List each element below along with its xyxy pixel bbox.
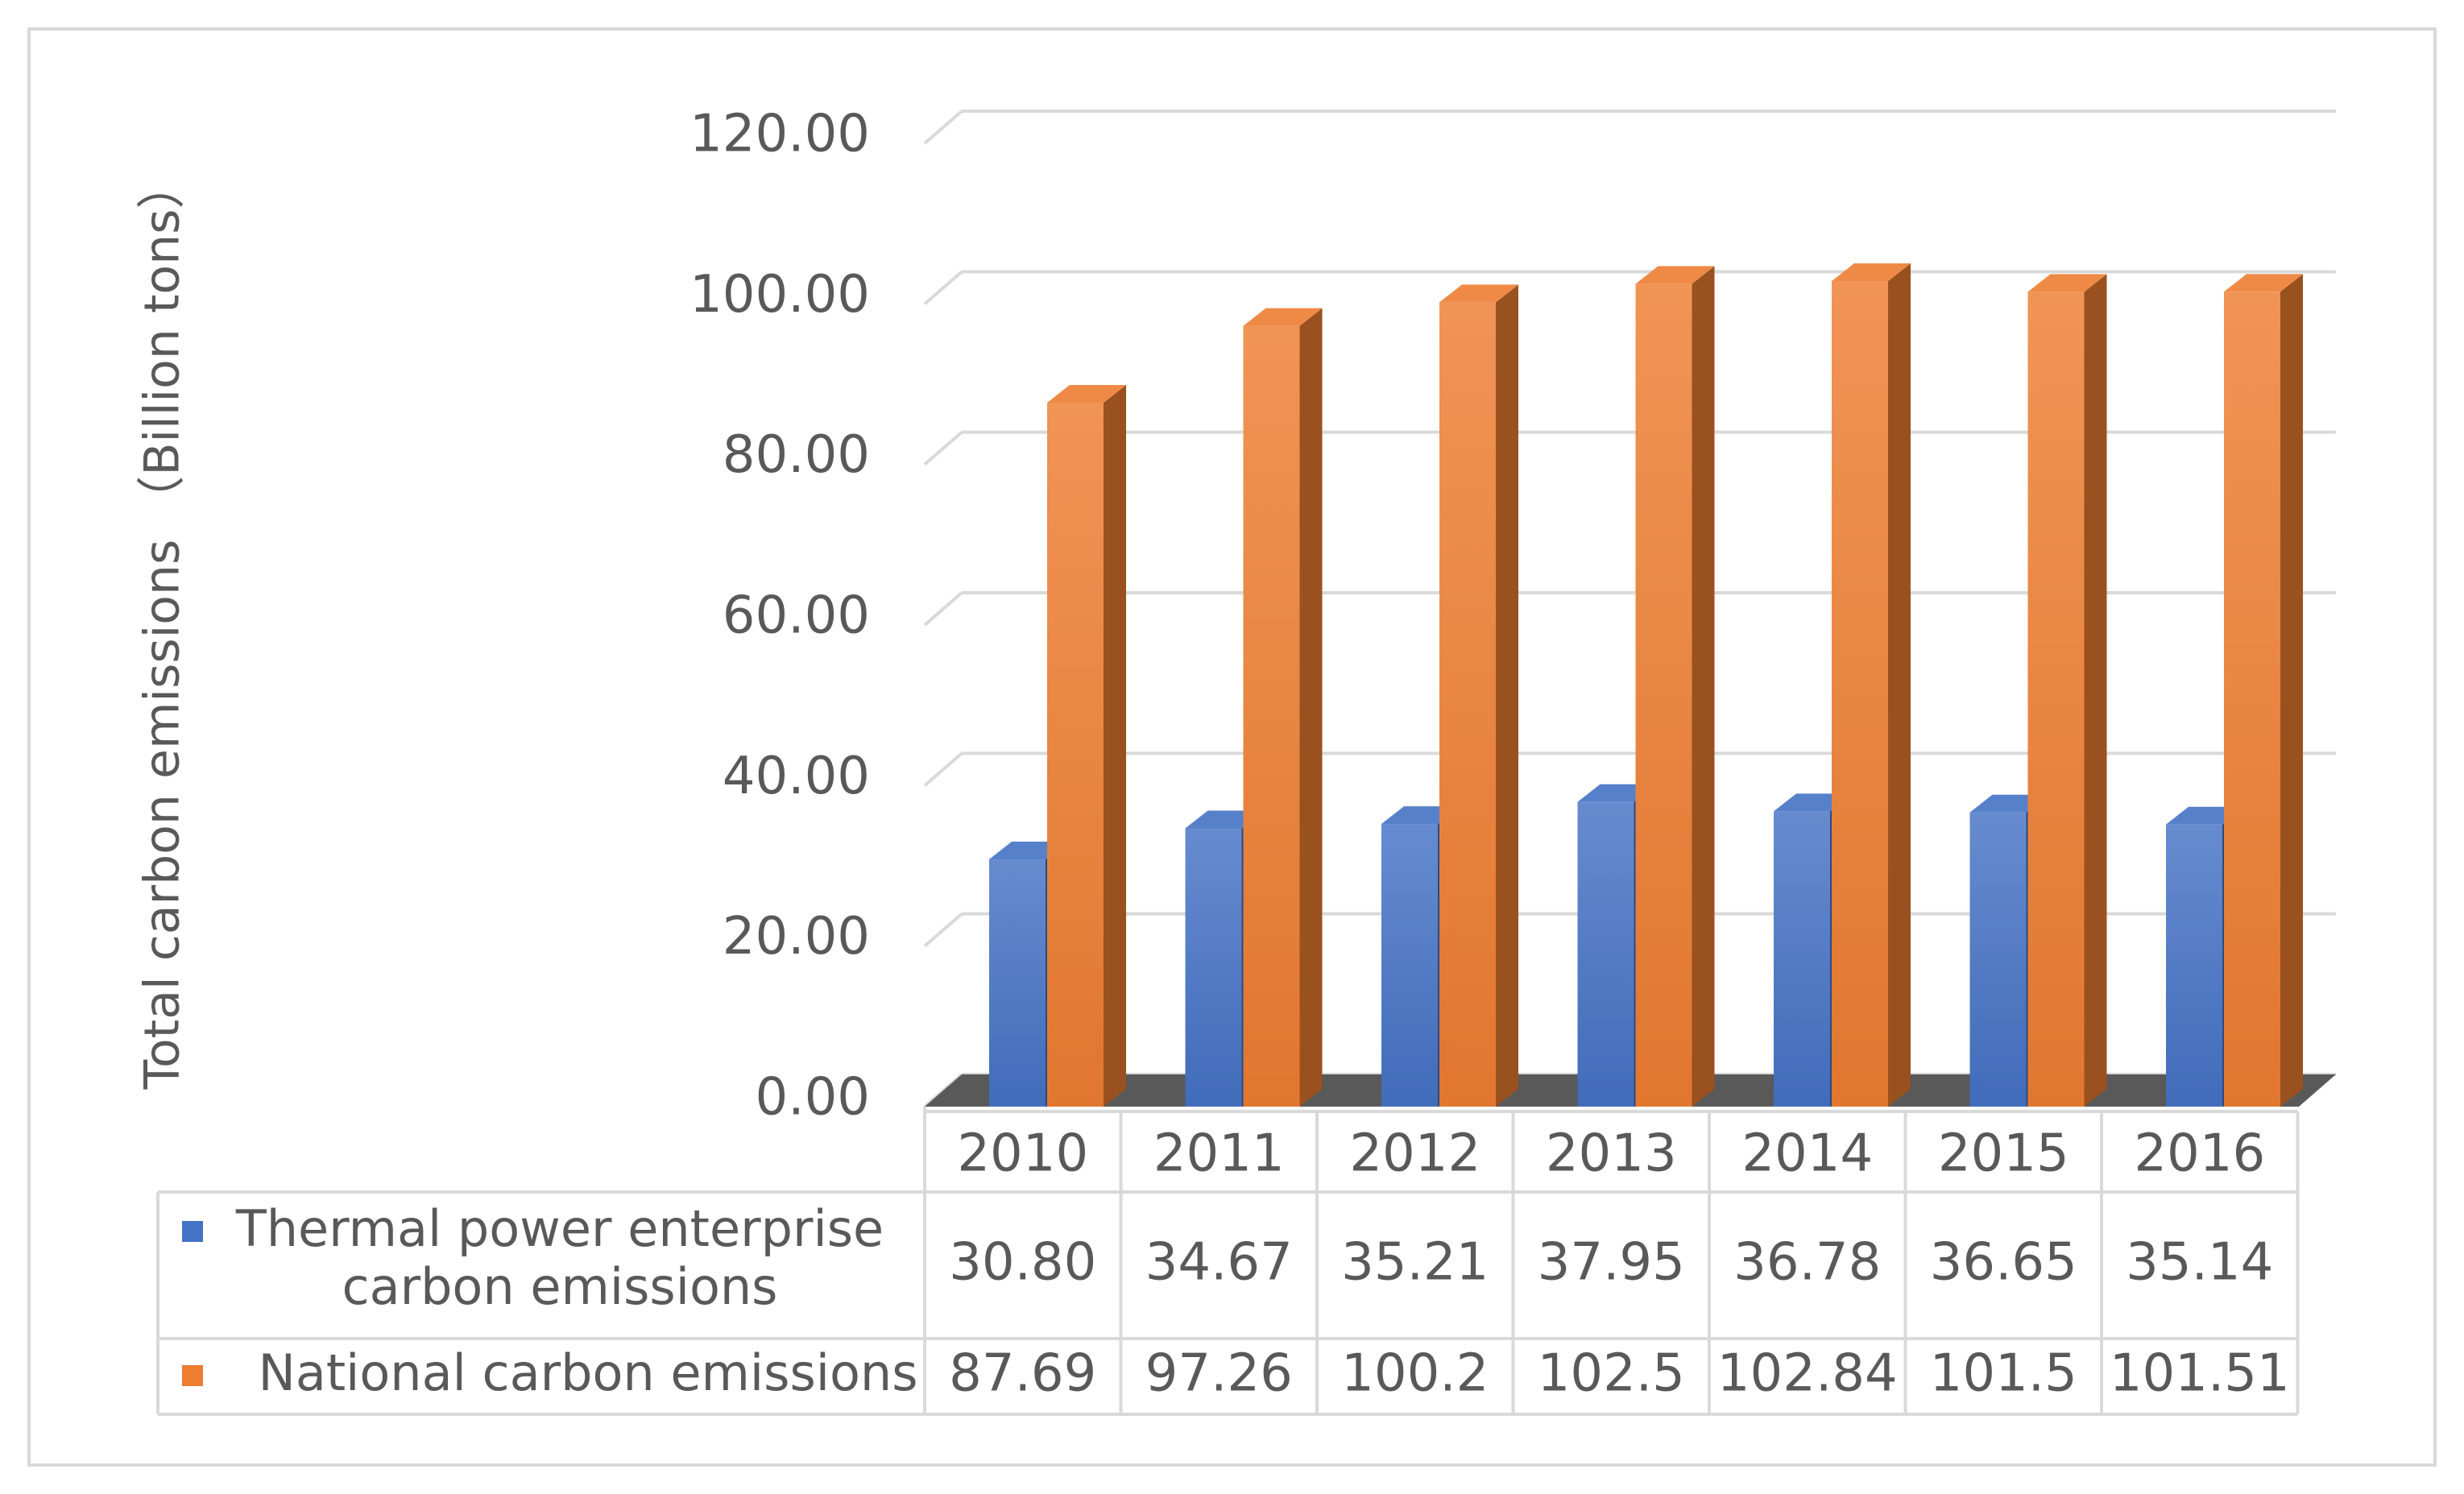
data-label: 35.21 <box>1341 1233 1489 1293</box>
legend-swatch <box>182 1221 203 1242</box>
x-tick-label: 2010 <box>957 1124 1088 1184</box>
bar <box>1577 801 1634 1107</box>
bar <box>1774 811 1830 1107</box>
y-tick-label: 60.00 <box>723 586 870 646</box>
gridline-depth <box>923 913 963 948</box>
bar-top <box>2224 274 2303 292</box>
gridline-depth <box>923 431 963 466</box>
x-tick-label: 2012 <box>1349 1124 1480 1184</box>
bar <box>1047 403 1104 1107</box>
bar <box>2027 292 2085 1107</box>
x-tick-label: 2016 <box>2134 1124 2265 1184</box>
legend-swatch <box>182 1365 203 1386</box>
y-tick-label: 100.00 <box>690 265 870 325</box>
legend-label: carbon emissions <box>342 1257 778 1316</box>
bar <box>2166 824 2222 1107</box>
data-label: 34.67 <box>1145 1233 1293 1293</box>
bar-top <box>1832 263 1911 282</box>
bar-top <box>1439 284 1518 303</box>
x-tick-label: 2011 <box>1153 1124 1285 1184</box>
data-label: 37.95 <box>1538 1233 1685 1293</box>
bar <box>2224 292 2280 1107</box>
data-label: 101.5 <box>1930 1344 2077 1404</box>
bar <box>989 859 1046 1107</box>
bar-side <box>1104 385 1126 1107</box>
bar-top <box>1047 385 1126 404</box>
y-tick-label: 120.00 <box>690 105 870 164</box>
bar-side <box>2084 274 2107 1107</box>
y-tick-label: 80.00 <box>723 425 870 485</box>
y-axis-title: Total carbon emissions （Billion tons） <box>135 161 191 1090</box>
bar-side <box>1299 308 1323 1107</box>
data-label: 87.69 <box>949 1344 1096 1404</box>
data-label: 101.51 <box>2110 1344 2290 1404</box>
data-label: 100.2 <box>1341 1344 1489 1404</box>
gridline-depth <box>923 270 963 305</box>
data-label: 102.84 <box>1717 1344 1898 1404</box>
bar <box>1381 824 1438 1107</box>
gridline-depth <box>923 591 963 627</box>
bar <box>1832 281 1888 1107</box>
data-label: 36.78 <box>1733 1233 1881 1293</box>
data-label: 36.65 <box>1930 1233 2077 1293</box>
data-label: 97.26 <box>1145 1344 1293 1404</box>
gridline-depth <box>923 751 963 787</box>
data-label: 30.80 <box>949 1233 1096 1293</box>
bar <box>1635 283 1692 1107</box>
y-tick-label: 40.00 <box>723 747 870 806</box>
bar-top <box>1243 308 1323 326</box>
data-label: 35.14 <box>2126 1233 2273 1293</box>
gridline-depth <box>923 110 963 145</box>
data-label: 102.5 <box>1538 1344 1685 1404</box>
y-tick-label: 20.00 <box>723 907 870 966</box>
y-tick-label: 0.00 <box>756 1068 871 1128</box>
bar-top <box>2027 274 2107 292</box>
bar-side <box>2280 274 2303 1107</box>
bar-side <box>1496 284 1518 1107</box>
bar <box>1185 828 1242 1107</box>
x-tick-label: 2015 <box>1938 1124 2069 1184</box>
x-tick-label: 2014 <box>1741 1124 1873 1184</box>
legend-label: Thermal power enterprise <box>235 1199 884 1258</box>
bar-side <box>1888 263 1911 1107</box>
bar-top <box>1635 266 1715 284</box>
legend-label: National carbon emissions <box>258 1343 917 1402</box>
bar <box>1439 302 1496 1107</box>
bar <box>1969 812 2027 1107</box>
bar <box>1243 325 1300 1107</box>
x-tick-label: 2013 <box>1546 1124 1677 1184</box>
bar-side <box>1692 266 1715 1107</box>
